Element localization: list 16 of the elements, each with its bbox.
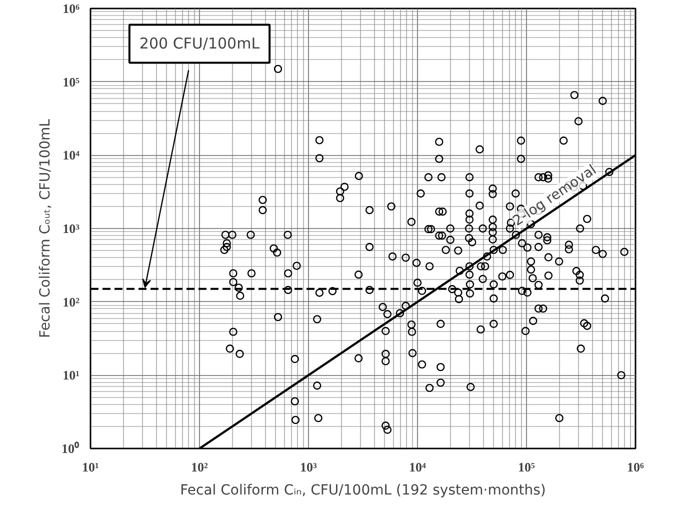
x-tick-label: 10⁶ bbox=[627, 460, 644, 474]
y-tick-label: 10¹ bbox=[62, 368, 80, 383]
annotation: 200 CFU/100mL bbox=[139, 34, 260, 53]
y-tick-label: 10² bbox=[62, 294, 80, 310]
x-tick-label: 10³ bbox=[300, 460, 318, 474]
x-tick-label: 10² bbox=[191, 460, 208, 474]
y-tick-label: 10⁴ bbox=[62, 148, 80, 163]
y-tick-label: 10⁰ bbox=[62, 441, 80, 456]
y-axis-title: Fecal Coliform Cₒᵤₜ, CFU/100mL bbox=[38, 118, 54, 338]
x-tick-label: 10¹ bbox=[82, 460, 100, 474]
x-tick-label: 10⁵ bbox=[518, 460, 536, 474]
y-tick-label: 10⁶ bbox=[62, 1, 80, 16]
x-axis-title: Fecal Coliform Cᵢₙ, CFU/100mL (192 system·months) bbox=[180, 482, 546, 498]
y-tick-label: 10³ bbox=[62, 221, 80, 236]
x-tick-label: 10⁴ bbox=[409, 460, 426, 474]
y-tick-label: 10⁵ bbox=[62, 74, 80, 90]
